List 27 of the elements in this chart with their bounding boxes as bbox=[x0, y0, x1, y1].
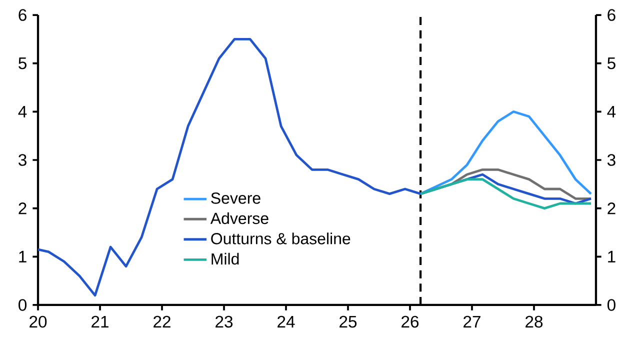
y2-tick-label: 4 bbox=[607, 106, 616, 118]
x-tick-label: 26 bbox=[402, 316, 419, 328]
x-tick-label: 20 bbox=[30, 316, 47, 328]
x-tick-label: 23 bbox=[216, 316, 233, 328]
y2-tick-label: 3 bbox=[607, 154, 616, 166]
y2-tick-label: 6 bbox=[608, 9, 616, 21]
y-tick-label: 3 bbox=[18, 154, 26, 166]
legend-label: Outturns & baseline bbox=[211, 232, 350, 244]
y-tick-label: 5 bbox=[18, 58, 26, 70]
y2-tick-label: 0 bbox=[607, 299, 616, 311]
y2-tick-label: 1 bbox=[608, 250, 616, 262]
x-tick-label: 21 bbox=[92, 316, 108, 328]
legend-label: Mild bbox=[212, 252, 239, 265]
legend-label: Adverse bbox=[210, 212, 268, 224]
x-tick-label: 28 bbox=[526, 316, 543, 328]
y2-tick-label: 2 bbox=[608, 202, 616, 214]
y-tick-label: 4 bbox=[18, 106, 27, 118]
y-tick-label: 0 bbox=[18, 299, 27, 311]
y-tick-label: 2 bbox=[18, 202, 26, 214]
legend-label: Severe bbox=[211, 192, 260, 204]
x-tick-label: 22 bbox=[154, 316, 170, 328]
y-tick-label: 1 bbox=[19, 250, 26, 262]
x-tick-label: 24 bbox=[278, 316, 295, 328]
x-tick-label: 25 bbox=[340, 316, 357, 328]
x-tick-label: 27 bbox=[464, 316, 480, 328]
y2-tick-label: 5 bbox=[608, 58, 616, 70]
y-tick-label: 6 bbox=[18, 9, 26, 21]
